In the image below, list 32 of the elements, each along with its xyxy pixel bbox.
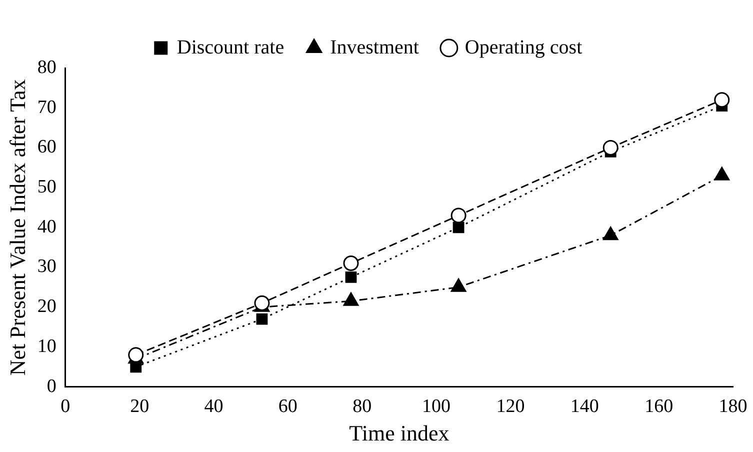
point — [450, 208, 466, 224]
point — [343, 256, 359, 272]
x-tick-label: 0 — [60, 396, 70, 418]
x-tick-label: 100 — [422, 396, 451, 418]
x-tick-label: 60 — [278, 396, 298, 418]
point — [452, 222, 464, 234]
y-tick-label: 50 — [37, 176, 56, 198]
y-tick-label: 60 — [37, 136, 56, 158]
y-tick-label: 70 — [37, 96, 56, 118]
x-tick-label: 140 — [570, 396, 599, 418]
y-tick-label: 30 — [37, 256, 56, 278]
point — [714, 92, 730, 108]
y-tick-label: 80 — [37, 56, 56, 78]
x-tick-label: 40 — [204, 396, 224, 418]
legend-label: Discount rate — [176, 36, 284, 58]
y-axis-title: Net Present Value Index after Tax — [4, 79, 30, 376]
point — [254, 295, 270, 311]
point — [256, 313, 268, 325]
x-tick-label: 20 — [130, 396, 150, 418]
x-tick-label: 180 — [718, 396, 748, 418]
x-tick-label: 80 — [352, 396, 372, 418]
x-tick-label: 120 — [496, 396, 525, 418]
legend-label: Operating cost — [464, 36, 583, 58]
y-tick-label: 10 — [37, 336, 56, 357]
x-tick-label: 160 — [644, 396, 674, 418]
y-tick-label: 20 — [37, 296, 56, 318]
y-tick-label: 40 — [37, 216, 56, 238]
y-tick-label: 0 — [46, 376, 56, 397]
legend-label: Investment — [330, 36, 420, 58]
point — [602, 140, 618, 156]
point — [345, 272, 357, 283]
x-axis-title: Time index — [349, 420, 450, 446]
